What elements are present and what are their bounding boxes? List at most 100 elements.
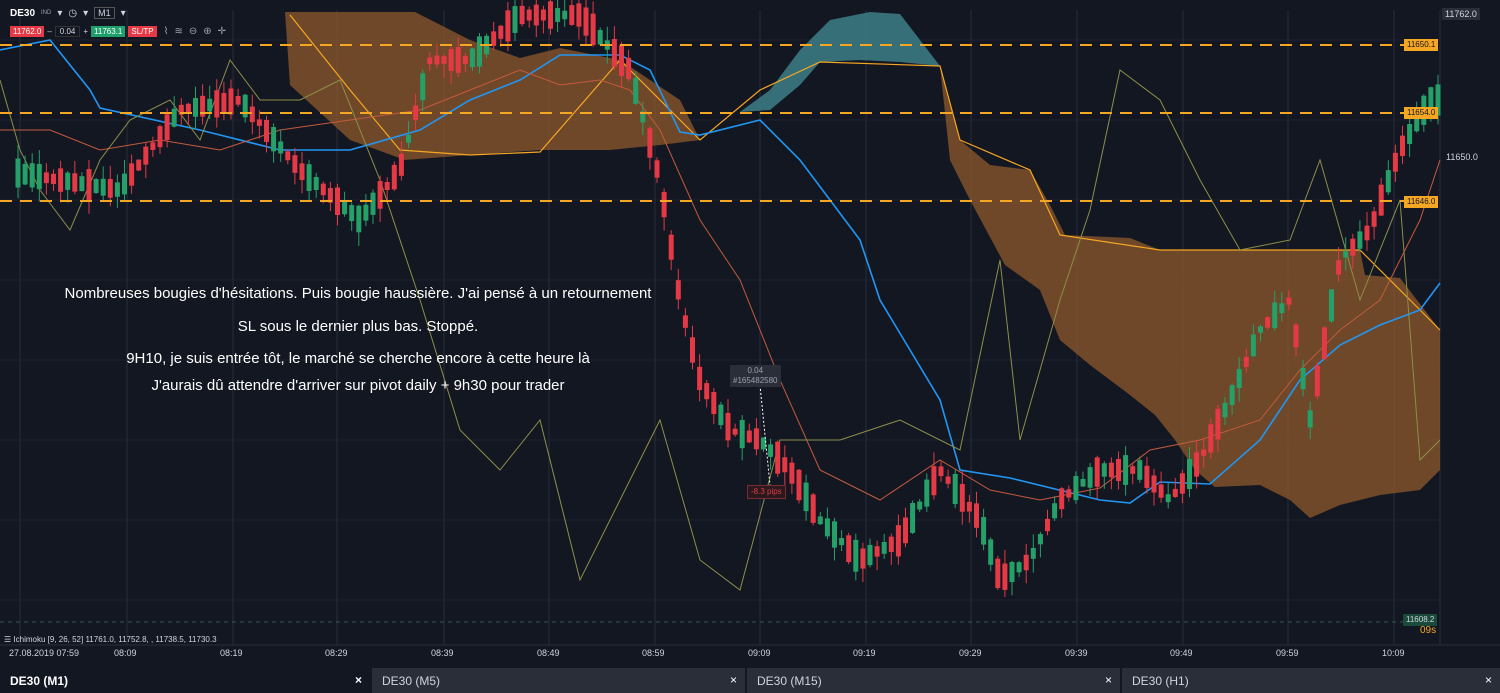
candle-body (654, 160, 660, 178)
candle-body (1037, 534, 1043, 545)
zoom-out-icon[interactable]: ⊖ (188, 25, 198, 37)
indicator-legend[interactable]: ☰ Ichimoku [9, 26, 52] 11761.0, 11752.8,… (4, 635, 217, 644)
tab-de30-m5[interactable]: DE30 (M5) × (372, 668, 747, 693)
candle-body (1407, 123, 1413, 145)
list-icon[interactable]: ☰ (4, 635, 12, 644)
candle-body (171, 108, 177, 127)
candle-body (342, 200, 348, 215)
candle-body (768, 444, 774, 457)
crosshair-icon[interactable]: ✛ (217, 25, 227, 37)
time-axis-label: 08:19 (220, 648, 243, 658)
candle-body (1392, 152, 1398, 172)
time-axis-label: 08:59 (642, 648, 665, 658)
candle-body (562, 10, 568, 20)
zoom-in-icon[interactable]: ⊕ (203, 25, 212, 37)
candle-body (193, 98, 198, 117)
candle-body (285, 151, 291, 161)
indicators-icon[interactable]: ≋ (174, 25, 183, 37)
level-label-1[interactable]: 11650.1 (1404, 39, 1439, 51)
candle-body (498, 25, 504, 39)
candle-body (1307, 410, 1313, 428)
candle-body (512, 6, 518, 33)
symbol-name[interactable]: DE30 (10, 7, 36, 19)
quantity-input[interactable]: 0.04 (54, 25, 81, 37)
close-icon[interactable]: × (1104, 673, 1112, 687)
candle-body (228, 88, 234, 115)
candle-body (164, 114, 170, 141)
price-top: 11762.0 (1442, 8, 1480, 20)
candle-body (264, 119, 269, 142)
candle-body (661, 191, 667, 218)
candle-body (746, 430, 752, 443)
candle-body (278, 141, 284, 154)
sell-button[interactable]: 11762.0 (10, 25, 45, 37)
candle-body (427, 57, 433, 65)
time-axis-label: 09:49 (1170, 648, 1193, 658)
timeframe-select[interactable]: M1 (94, 7, 115, 19)
time-axis-label: 09:59 (1276, 648, 1299, 658)
candle-body (72, 173, 78, 192)
candle-body (1016, 562, 1022, 573)
trade-line (759, 384, 771, 486)
candle-body (306, 164, 312, 191)
candle-body (583, 7, 589, 36)
ichimoku-cloud (285, 12, 1440, 518)
candle-body (938, 466, 944, 477)
decrease-button[interactable]: – (47, 26, 52, 36)
candle-body (966, 501, 972, 512)
candle-body (1066, 489, 1072, 498)
candle-body (1215, 408, 1221, 440)
senkou-span-a (289, 14, 1441, 331)
chart-type-icon[interactable]: ⌇ (163, 25, 169, 37)
chevron-down-icon[interactable]: ▾ (120, 7, 126, 19)
candle-body (931, 466, 937, 496)
annotation-line-3: 9H10, je suis entrée tôt, le marché se c… (126, 350, 590, 367)
candle-body (1400, 135, 1405, 157)
candle-body (853, 539, 859, 572)
candle-body (313, 177, 319, 190)
candle-body (988, 539, 994, 565)
clock-icon[interactable]: ◷ (68, 7, 78, 19)
current-price-label: 11608.2 (1403, 614, 1438, 626)
candle-body (1250, 334, 1256, 357)
chevron-down-icon[interactable]: ▾ (57, 7, 63, 19)
candle-body (505, 10, 511, 42)
candle-body (860, 548, 866, 569)
time-axis-label: 08:09 (114, 648, 137, 658)
candle-body (775, 441, 781, 474)
candle-body (136, 159, 142, 171)
candle-body (1300, 368, 1306, 390)
chevron-down-icon[interactable]: ▾ (83, 7, 89, 19)
increase-button[interactable]: + (83, 26, 89, 36)
trade-marker[interactable]: 0.04 #165482580 (730, 365, 781, 387)
candle-body (1279, 303, 1285, 314)
close-icon[interactable]: × (354, 673, 362, 687)
sltp-button[interactable]: SL/TP (128, 25, 157, 37)
candle-body (420, 73, 426, 101)
candle-body (945, 476, 951, 484)
candlesticks (15, 0, 1441, 598)
candle-body (491, 31, 497, 46)
time-axis-label: 08:39 (431, 648, 454, 658)
candle-body (1123, 455, 1129, 485)
candle-body (874, 546, 880, 557)
candle-body (796, 469, 802, 501)
tab-de30-m15[interactable]: DE30 (M15) × (747, 668, 1122, 693)
tab-de30-h1[interactable]: DE30 (H1) × (1122, 668, 1500, 693)
time-axis-label: 09:19 (853, 648, 876, 658)
candle-body (569, 5, 575, 25)
candle-body (477, 36, 482, 67)
level-label-3[interactable]: 11646.0 (1404, 196, 1439, 208)
candle-body (540, 9, 546, 21)
close-icon[interactable]: × (1484, 673, 1492, 687)
candle-body (93, 179, 99, 193)
buy-button[interactable]: 11763.1 (91, 25, 126, 37)
level-label-2[interactable]: 11654.0 (1404, 107, 1439, 119)
candle-body (1222, 402, 1228, 418)
candle-body (249, 106, 255, 123)
price-chart[interactable] (0, 0, 1500, 668)
tab-de30-m1[interactable]: DE30 (M1) × (0, 668, 372, 693)
candle-body (384, 181, 390, 191)
candle-body (1385, 170, 1391, 193)
close-icon[interactable]: × (729, 673, 737, 687)
